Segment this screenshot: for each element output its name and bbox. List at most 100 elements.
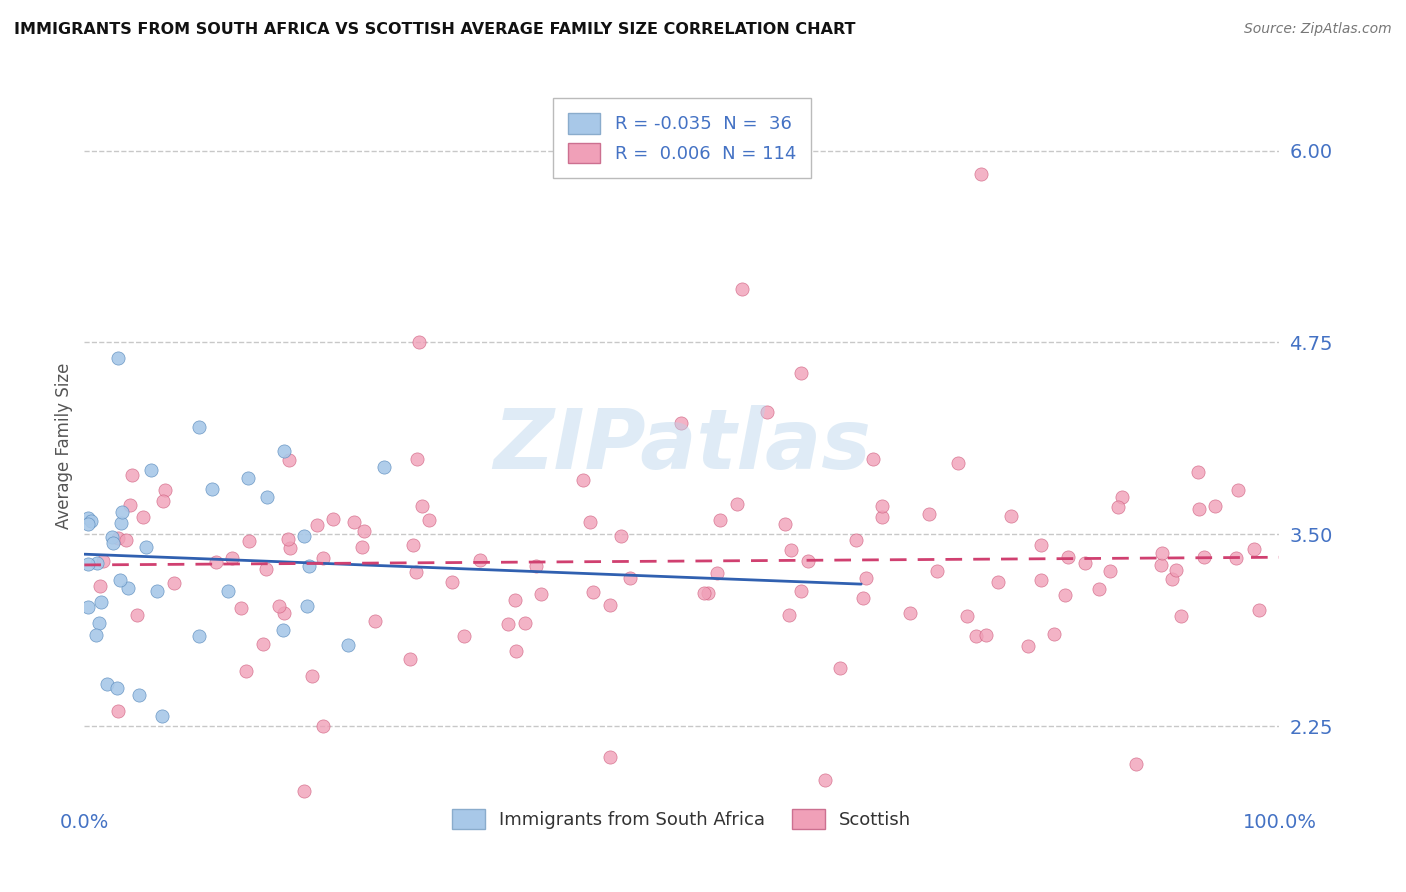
Point <box>775 517 797 532</box>
Point <box>101 536 124 550</box>
Point <box>273 443 295 458</box>
Point <box>110 516 132 530</box>
Point <box>1166 563 1188 577</box>
Point <box>108 573 131 587</box>
Point <box>402 538 425 552</box>
Point <box>1074 556 1097 570</box>
Point <box>96 677 118 691</box>
Point <box>350 540 373 554</box>
Point <box>107 681 129 695</box>
Point <box>128 689 150 703</box>
Point <box>188 629 211 643</box>
Point <box>1017 640 1039 654</box>
Point <box>256 490 278 504</box>
Point <box>273 607 295 621</box>
Point <box>277 532 299 546</box>
Point <box>238 533 260 548</box>
Point <box>731 282 754 296</box>
Point <box>571 473 593 487</box>
Point <box>965 629 987 643</box>
Point <box>312 719 335 733</box>
Point <box>84 627 107 641</box>
Point <box>946 456 969 470</box>
Point <box>115 533 138 547</box>
Point <box>790 366 813 380</box>
Point <box>305 518 328 533</box>
Point <box>77 517 100 532</box>
Point <box>706 566 728 580</box>
Point <box>117 581 139 595</box>
Y-axis label: Average Family Size: Average Family Size <box>55 363 73 529</box>
Point <box>107 531 129 545</box>
Point <box>77 511 100 525</box>
Point <box>987 574 1010 589</box>
Point <box>1194 549 1216 564</box>
Point <box>336 638 359 652</box>
Point <box>77 600 100 615</box>
Point <box>236 471 259 485</box>
Point <box>814 772 837 787</box>
Point <box>855 571 877 585</box>
Point <box>411 499 433 513</box>
Point <box>408 335 430 350</box>
Point <box>364 614 387 628</box>
Point <box>756 404 779 418</box>
Point <box>470 553 492 567</box>
Point <box>870 499 893 513</box>
Point <box>790 584 813 599</box>
Point <box>155 483 177 497</box>
Point <box>278 541 301 556</box>
Point <box>453 629 475 643</box>
Point <box>86 557 108 571</box>
Point <box>1204 499 1226 513</box>
Point <box>579 515 602 529</box>
Point <box>343 515 366 529</box>
Point <box>1188 501 1211 516</box>
Point <box>135 540 157 554</box>
Point <box>505 643 527 657</box>
Point <box>322 512 344 526</box>
Point <box>77 557 100 571</box>
Point <box>235 665 257 679</box>
Point <box>301 668 323 682</box>
Point <box>271 623 294 637</box>
Point <box>399 652 422 666</box>
Point <box>974 628 997 642</box>
Point <box>1107 500 1129 514</box>
Point <box>1160 572 1182 586</box>
Point <box>610 529 633 543</box>
Point <box>1031 573 1053 587</box>
Point <box>1247 603 1270 617</box>
Point <box>312 550 335 565</box>
Text: IMMIGRANTS FROM SOUTH AFRICA VS SCOTTISH AVERAGE FAMILY SIZE CORRELATION CHART: IMMIGRANTS FROM SOUTH AFRICA VS SCOTTISH… <box>14 22 856 37</box>
Point <box>405 451 427 466</box>
Point <box>1043 626 1066 640</box>
Point <box>669 417 692 431</box>
Point <box>267 599 290 614</box>
Point <box>697 586 720 600</box>
Point <box>599 598 621 612</box>
Point <box>845 533 868 547</box>
Point <box>692 586 714 600</box>
Point <box>201 482 224 496</box>
Point <box>353 524 375 539</box>
Point <box>89 579 111 593</box>
Point <box>221 551 243 566</box>
Point <box>405 565 427 579</box>
Point <box>163 576 186 591</box>
Point <box>294 529 316 543</box>
Point <box>132 510 155 524</box>
Point <box>1227 483 1250 497</box>
Point <box>1170 608 1192 623</box>
Point <box>1225 551 1247 566</box>
Point <box>278 453 301 467</box>
Point <box>89 616 111 631</box>
Point <box>107 351 129 365</box>
Point <box>252 637 274 651</box>
Point <box>152 494 174 508</box>
Point <box>515 615 537 630</box>
Point <box>900 607 922 621</box>
Point <box>780 543 803 558</box>
Point <box>139 462 162 476</box>
Point <box>917 508 939 522</box>
